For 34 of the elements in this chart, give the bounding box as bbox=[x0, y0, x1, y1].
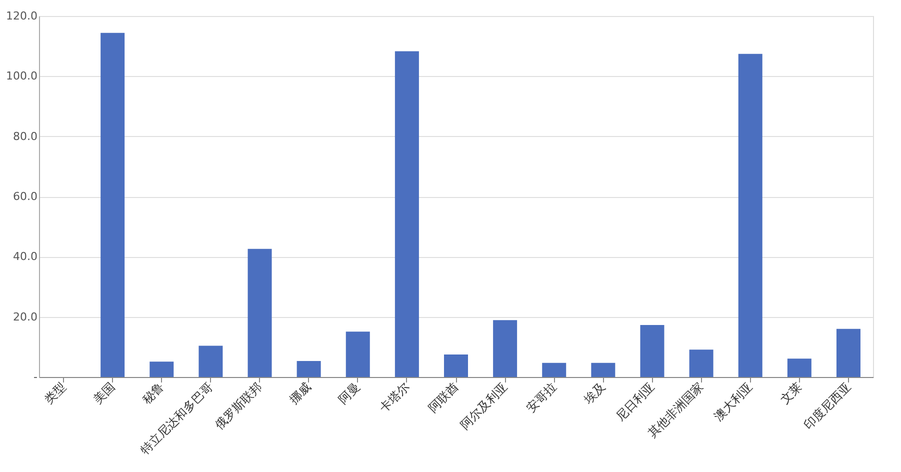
x-tick-label: 俄罗斯联邦 bbox=[212, 380, 265, 432]
bar bbox=[100, 32, 125, 377]
bar bbox=[640, 324, 664, 377]
bar bbox=[493, 320, 518, 377]
x-tick-label: 埃及 bbox=[580, 380, 608, 408]
x-tick-label: 秘鲁 bbox=[140, 380, 167, 406]
x-tick-label: 类型 bbox=[42, 380, 68, 406]
bar bbox=[738, 54, 762, 377]
bar bbox=[346, 332, 370, 377]
y-tick-label: 100.0 bbox=[6, 70, 38, 83]
x-tick-label: 安哥拉 bbox=[524, 380, 560, 415]
x-tick-label: 挪威 bbox=[286, 380, 314, 406]
x-tick-label: 尼日利亚 bbox=[613, 380, 658, 424]
y-tick-label: 40.0 bbox=[13, 250, 38, 264]
x-tick-label: 阿曼 bbox=[336, 380, 363, 406]
y-tick-label: 60.0 bbox=[13, 190, 38, 203]
bar bbox=[444, 354, 468, 377]
bar bbox=[248, 248, 272, 377]
bar bbox=[591, 362, 616, 377]
bar bbox=[198, 346, 223, 377]
y-tick-label: - bbox=[34, 370, 38, 384]
y-tick-label: 120.0 bbox=[6, 10, 38, 22]
bar bbox=[787, 358, 812, 377]
bar bbox=[836, 328, 860, 377]
y-tick-label: 20.0 bbox=[13, 310, 38, 324]
bar bbox=[150, 362, 174, 377]
y-tick-label: 80.0 bbox=[13, 130, 38, 143]
bar bbox=[394, 51, 419, 377]
x-tick-label: 澳大利亚 bbox=[711, 380, 756, 424]
bar bbox=[542, 362, 566, 377]
bar bbox=[689, 350, 714, 377]
x-tick-label: 美国 bbox=[90, 380, 118, 406]
x-tick-label: 卡塔尔 bbox=[376, 380, 412, 415]
bar bbox=[296, 361, 321, 377]
